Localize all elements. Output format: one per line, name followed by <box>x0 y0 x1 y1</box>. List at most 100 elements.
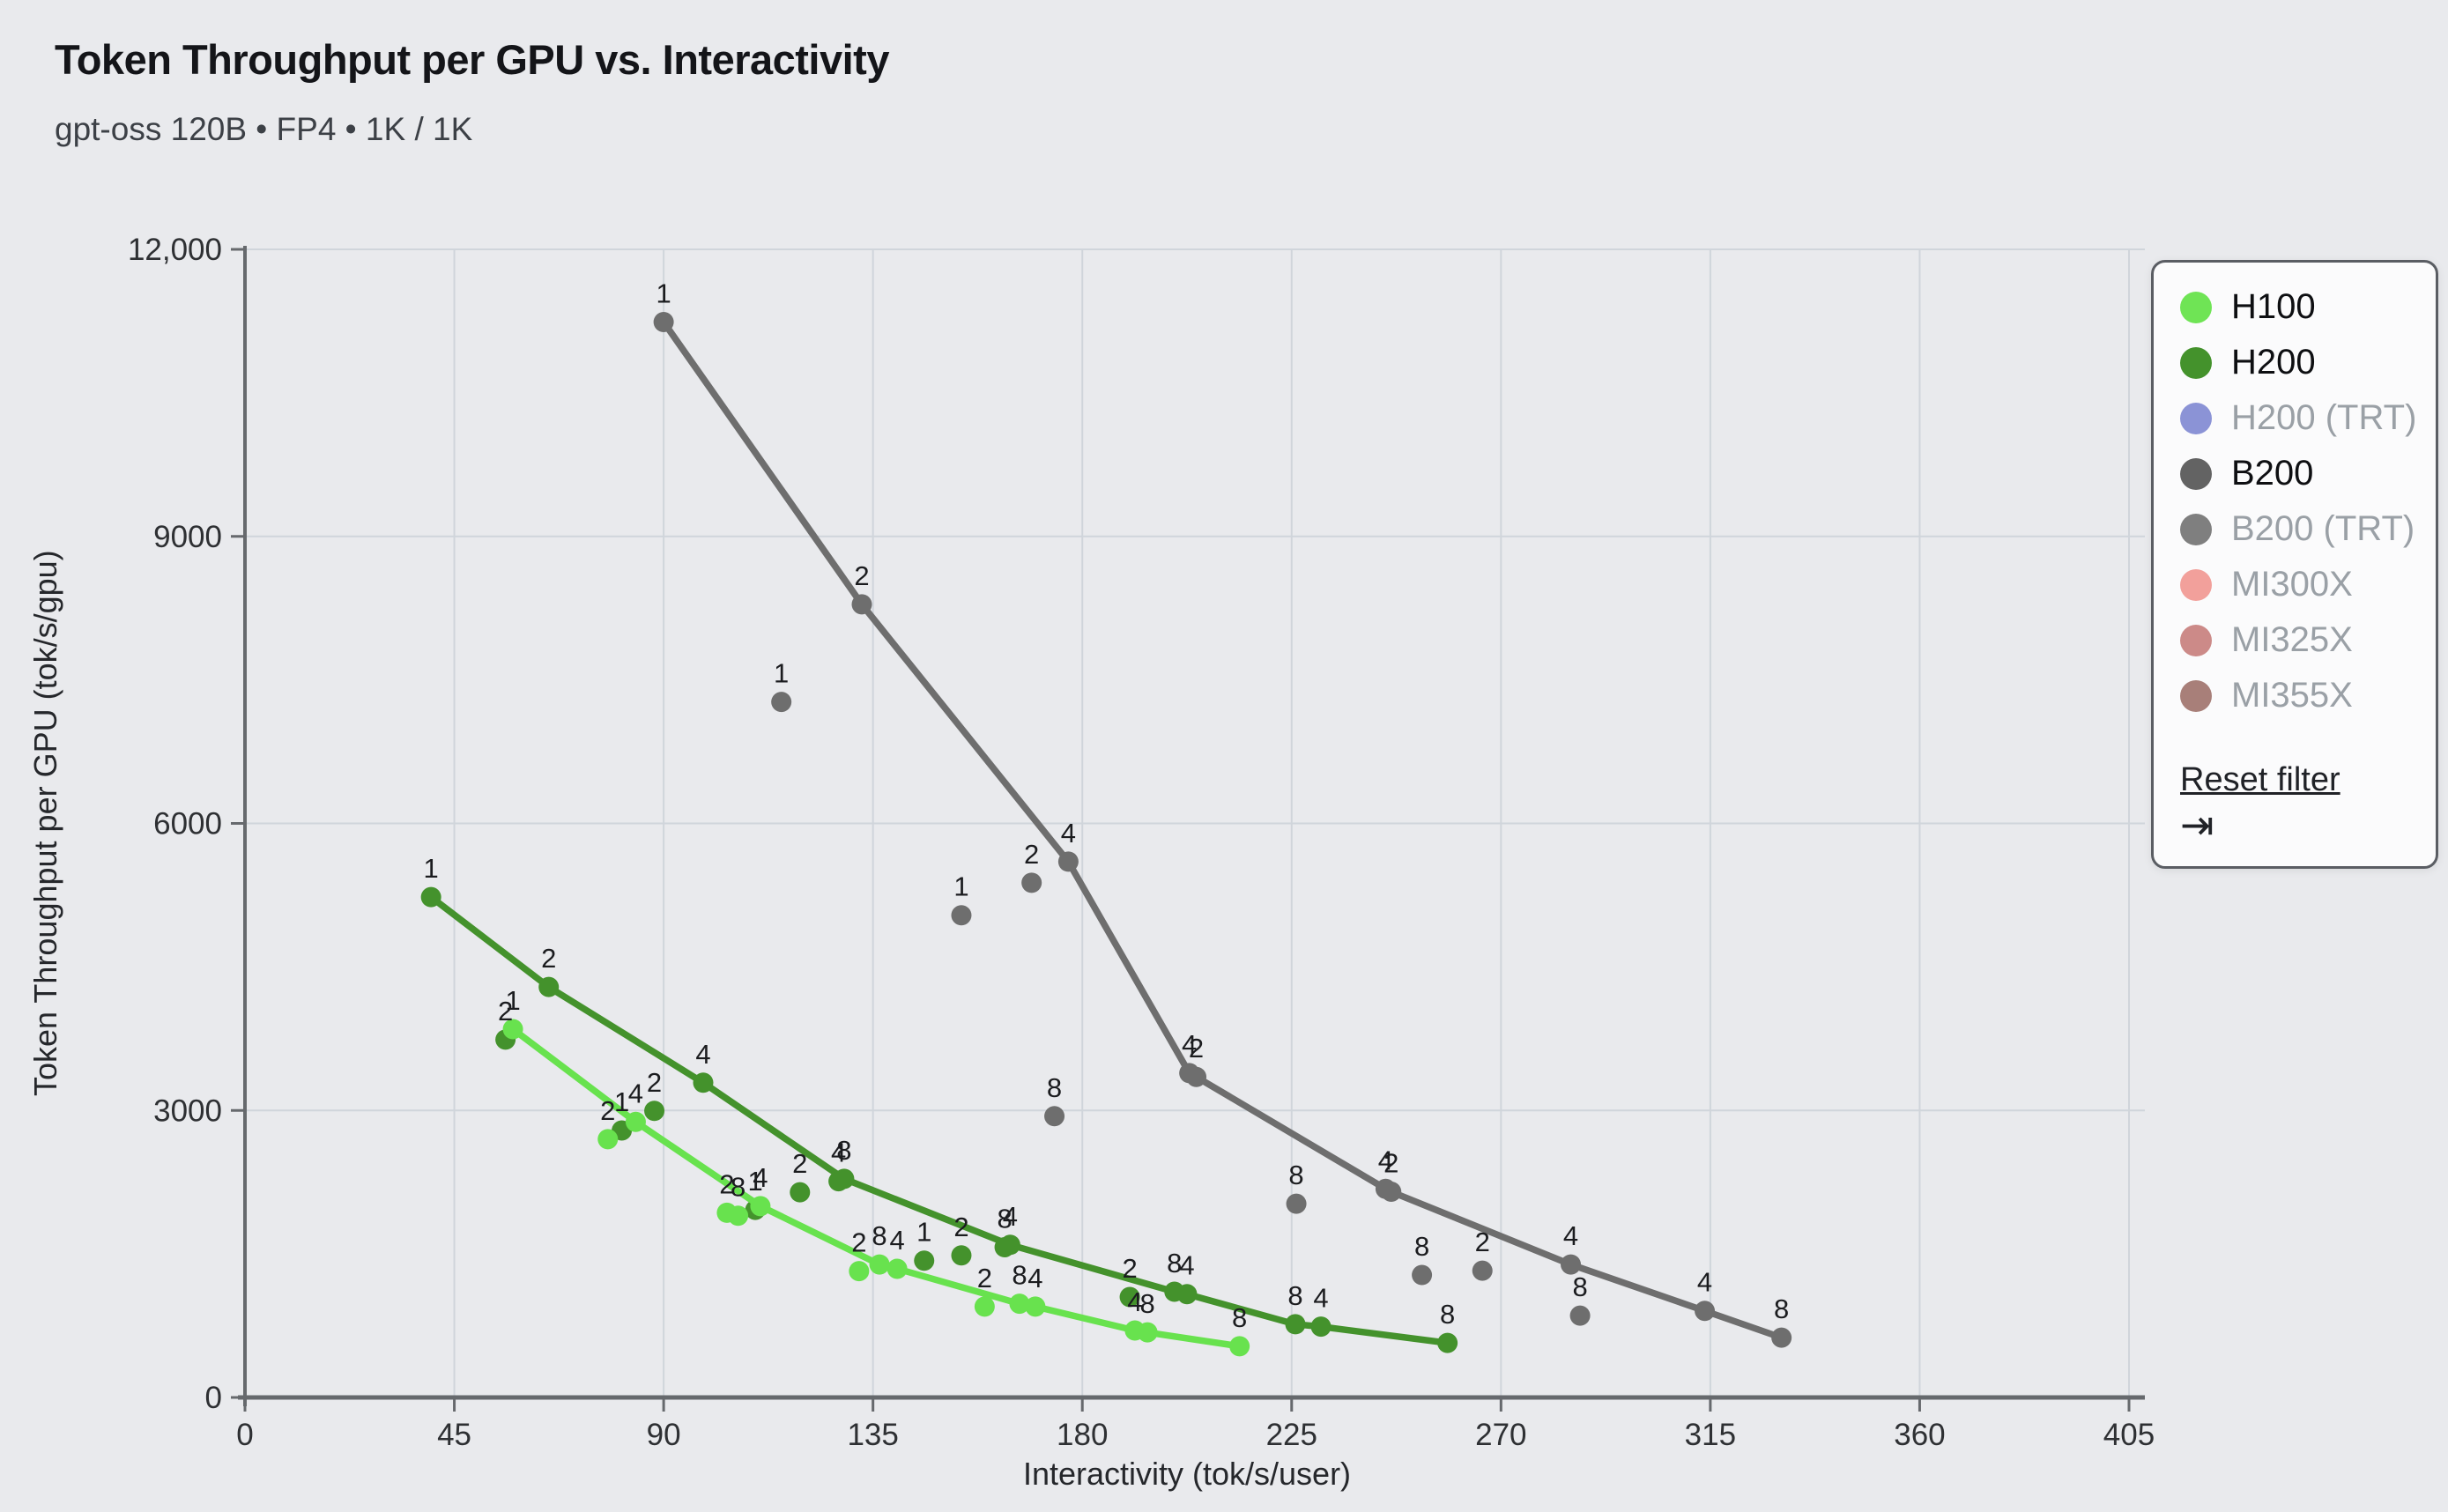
legend-item-B200[interactable]: B200 <box>2180 454 2409 493</box>
arrow-to-bar-icon[interactable]: ⇥ <box>2180 802 2214 848</box>
point-label: 2 <box>1383 1148 1398 1179</box>
data-point-H100[interactable] <box>869 1254 890 1275</box>
legend-item-H200-TRT-[interactable]: H200 (TRT) <box>2180 398 2416 438</box>
x-tick-label: 45 <box>437 1418 471 1452</box>
y-tick-label: 0 <box>205 1381 222 1415</box>
point-label: 4 <box>1378 1145 1393 1175</box>
data-point-B200[interactable] <box>1044 1106 1065 1127</box>
legend-panel: H100 H200 H200 (TRT) B200 B200 (TRT) MI300X MI… <box>2151 260 2438 869</box>
y-tick-label: 6000 <box>153 807 222 841</box>
point-label: 4 <box>1003 1201 1018 1232</box>
data-point-B200[interactable] <box>1771 1327 1792 1348</box>
x-tick-label: 225 <box>1266 1418 1317 1452</box>
data-point-B200[interactable] <box>1186 1066 1207 1087</box>
legend-swatch-icon <box>2180 513 2212 545</box>
data-point-B200[interactable] <box>1569 1305 1591 1326</box>
data-point-H200[interactable] <box>644 1101 665 1122</box>
data-point-H200[interactable] <box>914 1250 935 1271</box>
legend-item-MI325X[interactable]: MI325X <box>2180 620 2409 660</box>
data-point-H100[interactable] <box>502 1019 523 1040</box>
data-point-H200[interactable] <box>1310 1316 1332 1338</box>
data-point-H200[interactable] <box>1285 1314 1306 1335</box>
legend-item-MI300X[interactable]: MI300X <box>2180 565 2409 604</box>
data-point-H200[interactable] <box>1437 1332 1458 1353</box>
legend-item-label: B200 (TRT) <box>2231 509 2415 548</box>
y-tick-label: 9000 <box>153 520 222 554</box>
legend-swatch-icon <box>2180 346 2212 379</box>
legend-swatch-icon <box>2180 402 2212 434</box>
legend-swatch-icon <box>2180 457 2212 490</box>
data-point-B200[interactable] <box>1381 1182 1402 1203</box>
point-label: 4 <box>1182 1029 1197 1060</box>
data-point-H200[interactable] <box>951 1245 972 1266</box>
legend-item-H200[interactable]: H200 <box>2180 343 2409 382</box>
point-label: 8 <box>1572 1271 1587 1302</box>
point-label: 1 <box>747 1166 762 1197</box>
point-label: 4 <box>628 1078 643 1108</box>
data-point-H100[interactable] <box>974 1296 995 1317</box>
data-point-H200[interactable] <box>828 1171 849 1192</box>
data-point-B200[interactable] <box>1057 851 1079 872</box>
data-point-H100[interactable] <box>1229 1336 1250 1357</box>
data-point-B200[interactable] <box>1286 1193 1307 1214</box>
point-label: 8 <box>1414 1231 1429 1262</box>
legend-swatch-icon <box>2180 679 2212 712</box>
data-point-H100[interactable] <box>597 1129 619 1150</box>
data-point-B200[interactable] <box>1021 872 1042 893</box>
data-point-B200[interactable] <box>771 692 792 713</box>
data-point-H100[interactable] <box>849 1261 870 1282</box>
x-tick-label: 405 <box>2103 1418 2155 1452</box>
point-label: 8 <box>1440 1299 1455 1330</box>
y-axis-title: Token Throughput per GPU (tok/s/gpu) <box>27 550 63 1097</box>
data-point-B200[interactable] <box>1412 1264 1433 1286</box>
point-label: 8 <box>997 1204 1012 1234</box>
data-point-H200[interactable] <box>538 976 560 997</box>
point-label: 2 <box>600 1095 615 1126</box>
data-point-H200[interactable] <box>790 1182 811 1203</box>
data-point-B200[interactable] <box>653 312 674 333</box>
point-label: 1 <box>424 853 439 884</box>
data-point-B200[interactable] <box>851 594 872 615</box>
legend-item-MI355X[interactable]: MI355X <box>2180 676 2409 715</box>
data-point-B200[interactable] <box>1561 1254 1582 1275</box>
point-label: 2 <box>1122 1253 1137 1284</box>
data-point-B200[interactable] <box>951 905 972 926</box>
data-point-H100[interactable] <box>1009 1293 1030 1315</box>
data-point-H100[interactable] <box>1025 1296 1046 1317</box>
data-point-H200[interactable] <box>994 1237 1015 1258</box>
legend-item-B200-TRT-[interactable]: B200 (TRT) <box>2180 509 2415 549</box>
data-point-B200[interactable] <box>1695 1301 1716 1322</box>
point-label: 4 <box>695 1039 710 1070</box>
series-line-B200 <box>660 318 1785 1341</box>
point-label: 8 <box>1287 1280 1302 1311</box>
legend-swatch-icon <box>2180 624 2212 656</box>
data-point-H100[interactable] <box>886 1258 908 1279</box>
y-tick-label: 12,000 <box>128 233 222 267</box>
page-subtitle: gpt-oss 120B • FP4 • 1K / 1K <box>55 111 473 147</box>
point-label: 4 <box>1127 1286 1142 1317</box>
data-point-H200[interactable] <box>420 886 441 908</box>
data-point-H200[interactable] <box>1176 1284 1198 1305</box>
point-label: 2 <box>854 560 869 591</box>
legend-item-H100[interactable]: H100 <box>2180 287 2409 327</box>
data-point-H200[interactable] <box>693 1072 714 1093</box>
page-title: Token Throughput per GPU vs. Interactivi… <box>55 36 889 83</box>
point-label: 4 <box>1061 818 1076 849</box>
data-point-H200[interactable] <box>1119 1286 1140 1308</box>
reset-filter-link[interactable]: Reset filter <box>2180 761 2340 798</box>
point-label: 4 <box>1179 1250 1194 1281</box>
legend-item-label: MI325X <box>2231 620 2353 659</box>
data-point-H100[interactable] <box>1137 1322 1158 1343</box>
data-point-H100[interactable] <box>728 1205 749 1227</box>
x-tick-label: 270 <box>1475 1418 1526 1452</box>
legend-item-label: H200 <box>2231 343 2316 382</box>
point-label: 1 <box>505 985 520 1016</box>
point-label: 8 <box>1167 1248 1182 1279</box>
data-point-H100[interactable] <box>750 1196 771 1217</box>
legend-item-label: MI300X <box>2231 565 2353 604</box>
point-label: 4 <box>1563 1220 1578 1251</box>
data-point-B200[interactable] <box>1472 1260 1493 1281</box>
data-point-H100[interactable] <box>625 1111 646 1132</box>
